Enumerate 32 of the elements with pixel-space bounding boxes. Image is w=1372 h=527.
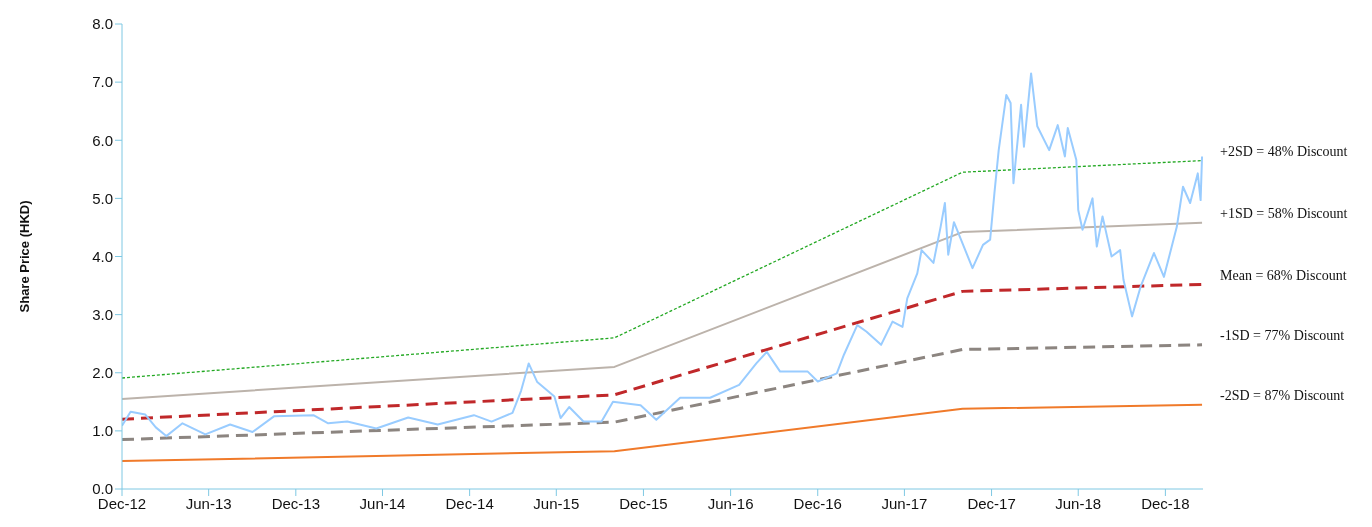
x-tick-label: Jun-15 [533, 494, 580, 512]
x-tick-label: Dec-14 [445, 494, 494, 512]
y-tick-label: 7.0 [92, 73, 113, 91]
series-label: -1SD = 77% Discount [1220, 328, 1345, 344]
x-tick-label: Jun-17 [881, 494, 928, 512]
line-series [122, 282, 1203, 421]
x-tick-label: Dec-16 [793, 494, 842, 512]
x-tick-label: Dec-17 [967, 494, 1016, 512]
y-tick-label: 6.0 [92, 131, 113, 149]
x-tick-label: Jun-16 [707, 494, 754, 512]
series-label: +2SD = 48% Discount [1220, 143, 1348, 159]
x-tick-label: Dec-13 [271, 494, 320, 512]
y-tick-label: 2.0 [92, 364, 113, 382]
y-tick-label: 8.0 [92, 15, 113, 33]
y-tick-label: 1.0 [92, 422, 113, 440]
y-tick-label: 4.0 [92, 247, 113, 265]
line-series [122, 72, 1203, 438]
line-series [122, 343, 1203, 442]
y-axis-title: Share Price (HKD) [16, 200, 32, 313]
x-tick-label: Jun-13 [185, 494, 232, 512]
line-series [122, 403, 1203, 463]
series-label: +1SD = 58% Discount [1220, 206, 1348, 222]
series-label: -2SD = 87% Discount [1220, 387, 1345, 403]
line-series [122, 159, 1203, 379]
y-tick-label: 5.0 [92, 189, 113, 207]
series-label: Mean = 68% Discount [1220, 267, 1347, 283]
x-tick-label: Dec-15 [619, 494, 668, 512]
y-tick-label: 3.0 [92, 305, 113, 323]
x-tick-label: Jun-14 [359, 494, 406, 512]
x-tick-label: Jun-18 [1055, 494, 1102, 512]
x-tick-label: Dec-18 [1141, 494, 1190, 512]
line-series [122, 221, 1203, 400]
